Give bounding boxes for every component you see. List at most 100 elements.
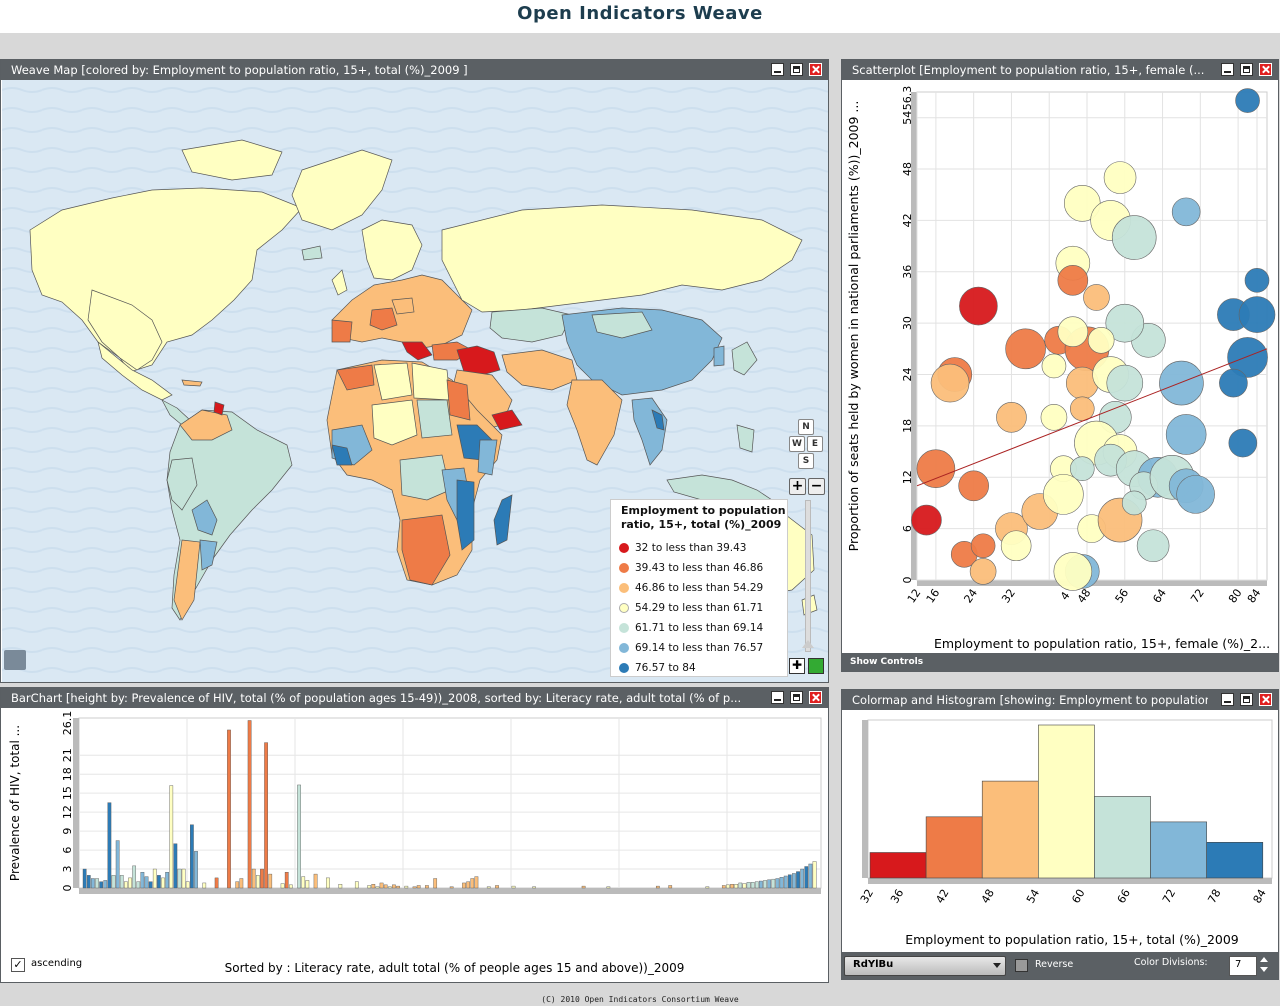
pan-north-button[interactable]: N xyxy=(798,419,814,435)
minimize-button[interactable] xyxy=(771,691,784,704)
legend-item[interactable]: 76.57 to 84 xyxy=(611,658,787,678)
map-panel[interactable]: Weave Map [colored by: Employment to pop… xyxy=(0,59,829,683)
bar-chart[interactable]: 0 3 6 9 12 15 18 21 26.1 Prevalence of HIV, total… xyxy=(1,708,828,954)
scatter-chart[interactable]: 12 16 24 32 4 48 56 64 72 80 840612182430364248545… xyxy=(842,80,1278,654)
bar xyxy=(354,881,359,889)
bar xyxy=(655,885,660,889)
scatter-point xyxy=(1083,284,1110,311)
bar-titlebar[interactable]: BarChart [height by: Prevalence of HIV, … xyxy=(1,688,828,708)
x-tick-label: 12 xyxy=(905,587,924,606)
scatterplot-panel[interactable]: Scatterplot [Employment to population ra… xyxy=(841,59,1279,672)
legend-item[interactable]: 61.71 to less than 69.14 xyxy=(611,618,787,638)
ascending-checkbox[interactable]: ✓ xyxy=(11,958,25,972)
x-tick-label: 32 xyxy=(999,587,1018,606)
histogram-chart[interactable]: 32 36 42 48 54 60 66 72 78 84 Employment to popula… xyxy=(842,710,1278,950)
bar xyxy=(668,885,673,889)
close-button[interactable] xyxy=(809,691,822,704)
maximize-button[interactable] xyxy=(790,691,803,704)
legend-item[interactable]: 39.43 to less than 46.86 xyxy=(611,558,787,578)
zoom-in-button[interactable]: + xyxy=(789,478,806,495)
stepper-down-icon[interactable] xyxy=(1260,967,1268,972)
scatter-point xyxy=(1040,404,1068,431)
scatter-titlebar[interactable]: Scatterplot [Employment to population ra… xyxy=(842,60,1278,80)
bar xyxy=(235,881,240,889)
colormap-select[interactable]: RdYlBu xyxy=(844,956,1006,976)
bar xyxy=(157,875,161,889)
scatter-point xyxy=(1238,296,1276,333)
zoom-slider[interactable] xyxy=(805,500,811,652)
legend-item[interactable]: 54.29 to less than 61.71 xyxy=(611,598,787,618)
reverse-checkbox[interactable] xyxy=(1015,959,1028,972)
scatter-point xyxy=(1136,529,1170,563)
x-tick-label: 42 xyxy=(933,887,951,906)
scatter-point xyxy=(970,533,996,559)
zoom-slider-handle[interactable] xyxy=(802,640,814,648)
legend-swatch xyxy=(619,643,629,653)
bar xyxy=(91,878,95,889)
legend-swatch xyxy=(619,543,629,553)
divisions-stepper[interactable]: 7 xyxy=(1229,956,1257,976)
scatter-point xyxy=(1069,396,1095,422)
bar xyxy=(99,881,104,889)
pan-west-button[interactable]: W xyxy=(789,436,805,452)
bar xyxy=(470,878,475,889)
bar xyxy=(466,881,471,889)
map-titlebar[interactable]: Weave Map [colored by: Employment to pop… xyxy=(1,60,828,80)
y-tick-label: 30 xyxy=(901,316,914,330)
bar xyxy=(264,742,268,889)
zoom-out-button[interactable]: − xyxy=(808,478,825,495)
minimize-button[interactable] xyxy=(771,63,784,76)
scatter-point xyxy=(1069,456,1095,482)
maximize-button[interactable] xyxy=(1240,693,1253,706)
legend-swatch xyxy=(619,603,629,613)
footer: (C) 2010 Open Indicators Consortium Weav… xyxy=(541,995,739,1004)
y-tick-label: 21 xyxy=(61,748,74,762)
scatter-point xyxy=(969,558,997,585)
pan-tool-icon[interactable]: ✚ xyxy=(789,658,805,674)
select-tool-icon[interactable] xyxy=(808,658,824,674)
maximize-button[interactable] xyxy=(790,63,803,76)
close-button[interactable] xyxy=(809,63,822,76)
bar xyxy=(128,877,132,889)
scatter-point xyxy=(1176,475,1215,514)
maximize-button[interactable] xyxy=(1240,63,1253,76)
histogram-panel[interactable]: Colormap and Histogram [showing: Employm… xyxy=(841,689,1279,980)
legend-label: 69.14 to less than 76.57 xyxy=(635,642,764,654)
scatter-point xyxy=(996,402,1027,433)
bar xyxy=(730,884,734,889)
bar xyxy=(404,885,409,889)
legend-item[interactable]: 46.86 to less than 54.29 xyxy=(611,578,787,598)
stepper-up-icon[interactable] xyxy=(1260,957,1268,962)
minimize-button[interactable] xyxy=(1221,63,1234,76)
legend-item[interactable]: 69.14 to less than 76.57 xyxy=(611,638,787,658)
bar xyxy=(313,873,318,889)
bar xyxy=(305,880,310,889)
legend-label: 32 to less than 39.43 xyxy=(635,542,747,554)
pan-east-button[interactable]: E xyxy=(807,436,823,452)
close-button[interactable] xyxy=(1259,693,1272,706)
minimize-button[interactable] xyxy=(1221,693,1234,706)
x-axis-bar xyxy=(79,888,821,894)
bar xyxy=(396,885,400,889)
show-controls-button[interactable]: Show Controls xyxy=(842,653,1278,671)
pan-south-button[interactable]: S xyxy=(798,453,814,469)
scatter-point xyxy=(1235,88,1260,113)
y-tick-label: 6 xyxy=(61,847,74,854)
legend-label: 46.86 to less than 54.29 xyxy=(635,582,764,594)
x-tick-label: 66 xyxy=(1115,887,1133,906)
close-button[interactable] xyxy=(1259,63,1272,76)
bar xyxy=(462,882,466,889)
bar xyxy=(115,840,120,889)
hist-titlebar[interactable]: Colormap and Histogram [showing: Employm… xyxy=(842,690,1278,710)
bar xyxy=(495,885,499,889)
legend-item[interactable]: 32 to less than 39.43 xyxy=(611,538,787,558)
app-header: Open Indicators Weave xyxy=(0,0,1280,33)
bar xyxy=(288,884,293,889)
barchart-panel[interactable]: BarChart [height by: Prevalence of HIV, … xyxy=(0,687,829,983)
y-tick-label: 36 xyxy=(901,265,914,279)
bar xyxy=(383,884,388,889)
bar xyxy=(449,886,454,889)
scatter-title: Scatterplot [Employment to population ra… xyxy=(852,63,1205,77)
hist-title: Colormap and Histogram [showing: Employm… xyxy=(852,693,1208,707)
sort-label: Sorted by : Literacy rate, adult total (… xyxy=(224,961,685,975)
